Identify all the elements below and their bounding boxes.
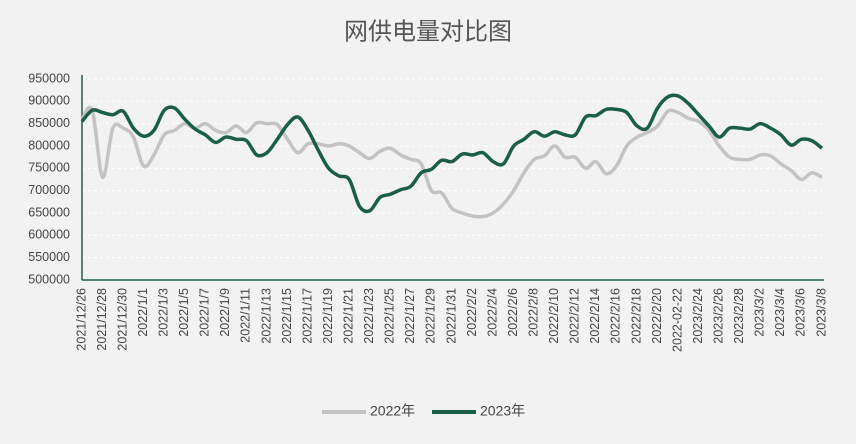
x-tick-label: 2021/12/30 bbox=[115, 288, 129, 351]
x-tick-label: 2022/2/8 bbox=[527, 288, 541, 337]
series-line bbox=[80, 105, 823, 219]
x-tick-label: 2022/1/21 bbox=[342, 288, 356, 344]
x-tick-label: 2023/3/6 bbox=[794, 288, 808, 337]
x-tick-label: 2022/2/6 bbox=[506, 288, 520, 337]
x-tick-label: 2022/2/2 bbox=[465, 288, 479, 337]
x-tick-label: 2022-02-22 bbox=[670, 288, 684, 352]
y-tick-label: 500000 bbox=[28, 272, 70, 286]
x-tick-label: 2022/1/19 bbox=[321, 288, 335, 344]
y-tick-label: 650000 bbox=[28, 205, 70, 219]
x-tick-label: 2022/1/29 bbox=[424, 288, 438, 344]
y-tick-label: 750000 bbox=[28, 161, 70, 175]
chart-title: 网供电量对比图 bbox=[344, 18, 512, 45]
y-tick-label: 900000 bbox=[28, 94, 70, 108]
x-tick-label: 2022/1/13 bbox=[259, 288, 273, 344]
x-tick-label: 2022/1/9 bbox=[218, 288, 232, 337]
x-tick-label: 2022/2/12 bbox=[568, 288, 582, 344]
legend-label: 2022年 bbox=[370, 403, 415, 419]
x-tick-label: 2022/1/31 bbox=[444, 288, 458, 344]
x-tick-label: 2022/1/25 bbox=[383, 288, 397, 344]
x-tick-label: 2023/2/26 bbox=[712, 288, 726, 344]
x-tick-label: 2022/1/7 bbox=[198, 288, 212, 337]
y-tick-label: 550000 bbox=[28, 250, 70, 264]
x-tick-label: 2023/3/4 bbox=[773, 288, 787, 337]
x-tick-label: 2023/2/24 bbox=[691, 288, 705, 344]
x-tick-label: 2022/1/15 bbox=[280, 288, 294, 344]
x-tick-label: 2022/2/14 bbox=[588, 288, 602, 344]
x-tick-label: 2022/2/4 bbox=[485, 288, 499, 337]
y-tick-label: 600000 bbox=[28, 228, 70, 242]
x-tick-label: 2021/12/26 bbox=[74, 288, 88, 351]
x-tick-label: 2022/1/27 bbox=[403, 288, 417, 344]
x-tick-label: 2022/1/23 bbox=[362, 288, 376, 344]
legend-label: 2023年 bbox=[480, 403, 525, 419]
x-tick-label: 2021/12/28 bbox=[95, 288, 109, 351]
x-tick-label: 2023/2/28 bbox=[732, 288, 746, 344]
x-tick-label: 2022/1/1 bbox=[136, 288, 150, 337]
x-tick-label: 2023/3/2 bbox=[753, 288, 767, 337]
x-tick-label: 2022/1/17 bbox=[300, 288, 314, 344]
x-tick-label: 2022/1/3 bbox=[157, 288, 171, 337]
y-tick-label: 700000 bbox=[28, 183, 70, 197]
x-tick-label: 2022/1/5 bbox=[177, 288, 191, 337]
x-tick-label: 2023/3/8 bbox=[814, 288, 828, 337]
y-tick-label: 950000 bbox=[28, 71, 70, 85]
y-tick-label: 800000 bbox=[28, 138, 70, 152]
y-tick-label: 850000 bbox=[28, 116, 70, 130]
series-line bbox=[80, 93, 824, 214]
x-tick-label: 2022/2/18 bbox=[629, 288, 643, 344]
x-tick-label: 2022/2/16 bbox=[609, 288, 623, 344]
x-tick-label: 2022/2/10 bbox=[547, 288, 561, 344]
x-tick-label: 2022/1/11 bbox=[239, 288, 253, 343]
x-tick-label: 2022/2/20 bbox=[650, 288, 664, 344]
